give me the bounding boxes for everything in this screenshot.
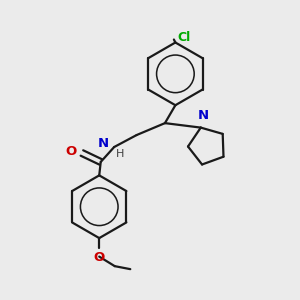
Text: H: H <box>116 148 124 158</box>
Text: N: N <box>197 109 208 122</box>
Text: N: N <box>98 137 109 150</box>
Text: O: O <box>94 250 105 264</box>
Text: O: O <box>65 145 76 158</box>
Text: Cl: Cl <box>177 31 190 44</box>
